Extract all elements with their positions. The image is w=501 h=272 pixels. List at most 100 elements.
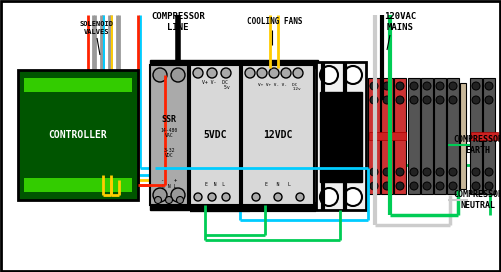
Bar xyxy=(381,78,393,194)
Circle shape xyxy=(153,188,167,202)
Circle shape xyxy=(449,182,457,190)
Circle shape xyxy=(252,193,260,201)
Text: E N L: E N L xyxy=(162,184,176,190)
Circle shape xyxy=(410,168,418,176)
Circle shape xyxy=(165,196,172,203)
Circle shape xyxy=(449,96,457,104)
Circle shape xyxy=(396,182,404,190)
Circle shape xyxy=(281,68,291,78)
Bar xyxy=(369,132,406,140)
Circle shape xyxy=(410,96,418,104)
Circle shape xyxy=(396,82,404,90)
Bar xyxy=(447,78,459,194)
Circle shape xyxy=(423,182,431,190)
Bar xyxy=(460,83,466,189)
Circle shape xyxy=(344,66,362,84)
Circle shape xyxy=(153,68,167,82)
Circle shape xyxy=(396,168,404,176)
Circle shape xyxy=(320,188,338,206)
Circle shape xyxy=(171,68,185,82)
Bar xyxy=(24,78,132,92)
Circle shape xyxy=(472,182,480,190)
Bar xyxy=(471,132,498,140)
Bar xyxy=(242,65,314,205)
Circle shape xyxy=(423,168,431,176)
Circle shape xyxy=(423,82,431,90)
Circle shape xyxy=(436,182,444,190)
Circle shape xyxy=(436,168,444,176)
Bar xyxy=(150,65,188,205)
Text: 5VDC: 5VDC xyxy=(203,130,227,140)
Bar xyxy=(316,62,366,210)
Circle shape xyxy=(207,68,217,78)
Bar xyxy=(408,78,420,194)
Text: SSR: SSR xyxy=(161,116,176,125)
Circle shape xyxy=(485,182,493,190)
Circle shape xyxy=(383,182,391,190)
Circle shape xyxy=(472,96,480,104)
Text: V+ V+ V- V-  DC
              12v: V+ V+ V- V- DC 12v xyxy=(256,83,300,91)
Text: 120VAC
MAINS: 120VAC MAINS xyxy=(384,12,416,32)
Circle shape xyxy=(296,193,304,201)
Circle shape xyxy=(194,193,202,201)
Circle shape xyxy=(472,82,480,90)
Text: SOLENOID
VALVES: SOLENOID VALVES xyxy=(80,21,114,35)
Circle shape xyxy=(370,96,378,104)
Bar xyxy=(24,178,132,192)
Circle shape xyxy=(449,168,457,176)
Text: -   +: - + xyxy=(161,178,177,183)
Text: 3-32
VDC: 3-32 VDC xyxy=(163,148,175,158)
Circle shape xyxy=(383,168,391,176)
Circle shape xyxy=(370,82,378,90)
Circle shape xyxy=(269,68,279,78)
Circle shape xyxy=(383,96,391,104)
Circle shape xyxy=(221,68,231,78)
Circle shape xyxy=(257,68,267,78)
Text: COMPRESSOR
NEUTRAL: COMPRESSOR NEUTRAL xyxy=(453,190,501,210)
Text: COMPRESSOR
LINE: COMPRESSOR LINE xyxy=(151,12,205,32)
Circle shape xyxy=(193,68,203,78)
Bar xyxy=(470,78,482,194)
Circle shape xyxy=(154,196,161,203)
Bar xyxy=(434,78,446,194)
Circle shape xyxy=(436,96,444,104)
Text: COMPRESSOR
EARTH: COMPRESSOR EARTH xyxy=(453,135,501,155)
Text: COOLING FANS: COOLING FANS xyxy=(247,17,303,26)
Text: E   N   L: E N L xyxy=(265,183,291,187)
Text: E  N  L: E N L xyxy=(205,183,225,187)
Bar xyxy=(483,78,495,194)
Bar xyxy=(368,78,380,194)
Bar xyxy=(150,60,318,68)
Circle shape xyxy=(171,188,185,202)
Circle shape xyxy=(436,82,444,90)
Circle shape xyxy=(485,96,493,104)
Circle shape xyxy=(396,96,404,104)
Circle shape xyxy=(485,82,493,90)
Circle shape xyxy=(370,168,378,176)
Circle shape xyxy=(383,82,391,90)
Text: CONTROLLER: CONTROLLER xyxy=(49,130,107,140)
Circle shape xyxy=(208,193,216,201)
Circle shape xyxy=(293,68,303,78)
Bar xyxy=(150,202,318,210)
Circle shape xyxy=(245,68,255,78)
Bar xyxy=(394,78,406,194)
Text: V+ V-  DC
        5v: V+ V- DC 5v xyxy=(200,80,229,90)
Circle shape xyxy=(274,193,282,201)
Circle shape xyxy=(320,66,338,84)
Bar xyxy=(421,78,433,194)
Circle shape xyxy=(423,96,431,104)
Circle shape xyxy=(410,82,418,90)
Circle shape xyxy=(344,188,362,206)
Circle shape xyxy=(370,182,378,190)
Circle shape xyxy=(410,182,418,190)
Circle shape xyxy=(222,193,230,201)
Bar xyxy=(190,65,240,205)
Circle shape xyxy=(485,168,493,176)
Text: 12VDC: 12VDC xyxy=(264,130,293,140)
Circle shape xyxy=(176,196,183,203)
Bar xyxy=(320,92,362,182)
Circle shape xyxy=(449,82,457,90)
Circle shape xyxy=(472,168,480,176)
Bar xyxy=(18,70,138,200)
